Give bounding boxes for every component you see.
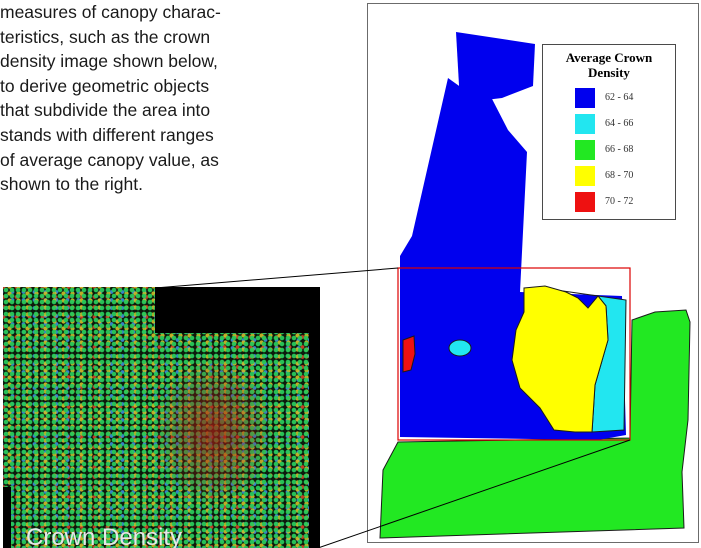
legend-label: 64 - 66 xyxy=(605,118,634,129)
dense-canopy-region xyxy=(153,357,273,507)
paragraph-line: of average canopy value, as xyxy=(0,149,219,170)
no-data-region xyxy=(309,287,320,548)
legend-title-line: Average Crown xyxy=(565,50,653,65)
stand-blue-small xyxy=(456,32,535,103)
legend-label: 62 - 64 xyxy=(605,92,634,103)
stand-cyan-oval xyxy=(448,339,472,357)
legend-label: 68 - 70 xyxy=(605,170,634,181)
legend: Average Crown Density 62 - 64 64 - 66 66… xyxy=(542,44,676,220)
paragraph-line: that subdivide the area into xyxy=(0,100,211,121)
legend-title: Average Crown Density xyxy=(543,50,675,80)
legend-label: 66 - 68 xyxy=(605,144,634,155)
no-data-region xyxy=(3,487,11,548)
crown-density-label: Crown Density xyxy=(26,524,183,548)
paragraph-line: to derive geometric objects xyxy=(0,75,210,96)
paragraph-line: measures of canopy charac- xyxy=(0,2,221,22)
body-paragraph: measures of canopy charac- teristics, su… xyxy=(0,0,340,197)
legend-swatch xyxy=(575,166,595,186)
paragraph-line: stands with different ranges xyxy=(0,124,214,145)
legend-swatch xyxy=(575,140,595,160)
legend-swatch xyxy=(575,88,595,108)
legend-title-line: Density xyxy=(588,65,630,80)
paragraph-line: shown to the right. xyxy=(0,174,143,195)
crown-density-image: Crown Density xyxy=(3,287,320,548)
paragraph-line: teristics, such as the crown xyxy=(0,26,211,47)
legend-label: 70 - 72 xyxy=(605,196,634,207)
legend-swatch xyxy=(575,114,595,134)
no-data-region xyxy=(155,287,320,333)
legend-swatch xyxy=(575,192,595,212)
paragraph-line: density image shown below, xyxy=(0,51,218,72)
